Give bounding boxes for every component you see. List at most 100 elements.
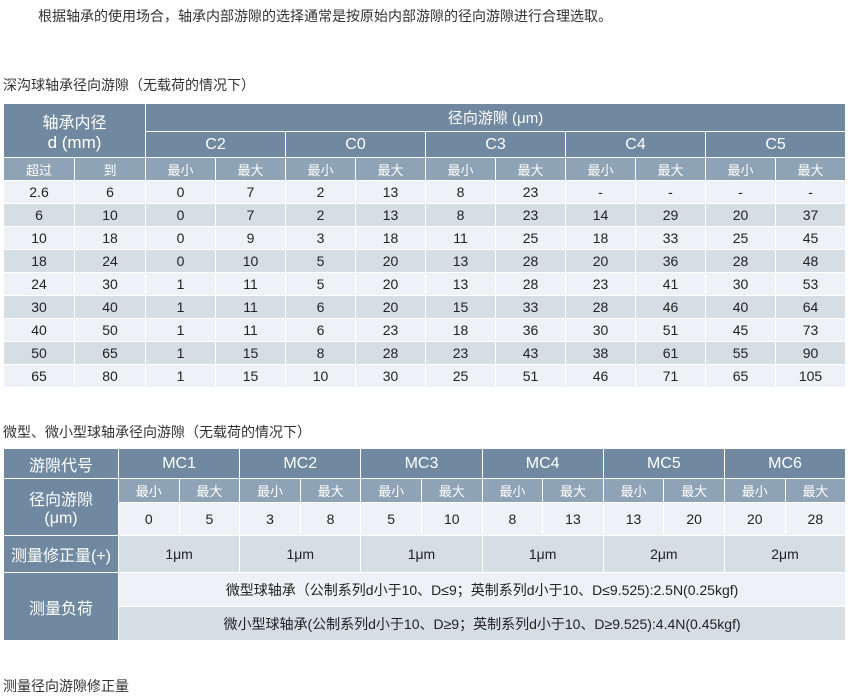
table-row: 2.6 6 0 7 2 13 8 23- - - - (3, 180, 847, 204)
table-cell: 11 (215, 318, 287, 342)
group-mc3: MC3 (360, 448, 483, 479)
group-mc4: MC4 (481, 448, 604, 479)
load-row: 微小型球轴承(公制系列d小于10、D≥9；英制系列d小于10、D≥9.525):… (4, 606, 847, 641)
table-cell: 51 (495, 364, 567, 388)
table-cell: 30 (705, 272, 777, 296)
table-cell: 11 (425, 226, 497, 250)
correction-label: 测量修正量(+) (3, 535, 119, 573)
table-cell: 90 (775, 341, 847, 365)
table-cell: 1 (145, 295, 217, 319)
group-c0: C0 (285, 131, 427, 158)
table-cell: 0 (145, 203, 217, 227)
min-header: 最小 (425, 157, 497, 181)
group-mc6: MC6 (723, 448, 847, 479)
table-cell: 6 (3, 203, 75, 227)
load-miniature: 微型球轴承（公制系列d小于10、D≤9；英制系列d小于10、D≤9.525):2… (117, 572, 847, 607)
table-cell: 10 (3, 226, 75, 250)
min-header: 最小 (481, 478, 544, 503)
max-header: 最大 (355, 157, 427, 181)
min-header: 最小 (360, 478, 422, 503)
group-c3: C3 (425, 131, 567, 158)
table-cell: 41 (635, 272, 707, 296)
table-cell: 10 (285, 364, 357, 388)
table-cell: 65 (3, 364, 75, 388)
table-cell: 1 (145, 272, 217, 296)
min-header: 最小 (705, 157, 777, 181)
table-cell: 33 (635, 226, 707, 250)
table-cell: 64 (775, 295, 847, 319)
load-small-miniature: 微小型球轴承(公制系列d小于10、D≥9；英制系列d小于10、D≥9.525):… (117, 606, 847, 641)
clearance-value: 28 (784, 502, 847, 536)
table-cell: 28 (355, 341, 427, 365)
table-cell: 28 (495, 272, 567, 296)
table-cell: 46 (565, 364, 637, 388)
table-cell: 10 (73, 203, 147, 227)
table-cell: 45 (775, 226, 847, 250)
clearance-value: 10 (420, 502, 483, 536)
table-cell: 18 (425, 318, 497, 342)
table-cell: 45 (705, 318, 777, 342)
table-cell: 25 (425, 364, 497, 388)
table-row: 24 30 1 11 5 20 13 28 23 41 30 53 (3, 272, 847, 296)
miniature-clearance-table: 游隙代号 MC1 MC2 MC3 MC4 MC5 MC6 径向游隙 (μm) 最小 最大 最小 最大 最小… (3, 448, 847, 641)
intro-text: 根据轴承的使用场合，轴承内部游隙的选择通常是按原始内部游隙的径向游隙进行合理选取… (38, 9, 612, 25)
table-cell: 11 (215, 295, 287, 319)
table-cell: 8 (425, 203, 497, 227)
table-cell: 23 (425, 341, 497, 365)
table-cell: 18 (355, 226, 427, 250)
table-cell: 15 (425, 295, 497, 319)
table-cell: 8 (425, 180, 497, 204)
table-cell: 73 (775, 318, 847, 342)
clearance-value: 5 (178, 502, 241, 536)
code-row: 游隙代号 MC1 MC2 MC3 MC4 MC5 MC6 (3, 448, 847, 479)
table-cell: 8 (285, 341, 357, 365)
table-cell: 7 (215, 180, 287, 204)
table-cell: 28 (705, 249, 777, 273)
table-cell: 28 (565, 295, 637, 319)
table-cell: 18 (565, 226, 637, 250)
table-cell: 30 (3, 295, 75, 319)
table-row: 10 18 0 9 3 18 11 25 18 33 25 45 (3, 226, 847, 250)
bore-header: 轴承内径 d (mm) (2, 103, 147, 158)
table-cell: 25 (705, 226, 777, 250)
table-cell: 50 (3, 341, 75, 365)
table-cell: 13 (425, 272, 497, 296)
table2-title: 微型、微小型球轴承径向游隙（无载荷的情况下） (3, 425, 311, 441)
max-header: 最大 (178, 478, 241, 503)
clearance-value: 20 (723, 502, 786, 536)
table-cell: 23 (495, 203, 567, 227)
clearance-unit: (μm) (44, 510, 78, 527)
table-cell: 37 (775, 203, 847, 227)
clearance-value: 13 (542, 502, 604, 536)
min-header: 最小 (285, 157, 357, 181)
group-c4: C4 (565, 131, 707, 158)
bore-label: 轴承内径 (42, 114, 107, 132)
table-cell: 18 (3, 249, 75, 273)
values-row: 0 5 3 8 5 10 8 13 13 20 20 28 (4, 502, 847, 536)
max-header: 最大 (784, 478, 847, 503)
group-row: C2 C0 C3 C4 C5 (4, 131, 847, 158)
min-header: 最小 (239, 478, 301, 503)
correction-value: 1μm (239, 535, 362, 573)
table-cell: 24 (3, 272, 75, 296)
table-cell: 36 (635, 249, 707, 273)
deep-groove-clearance-table: 轴承内径 d (mm) 径向游隙 (μm) C2 C0 C3 C4 C5 超过到最小 最大 最小 最大… (2, 103, 847, 388)
correction-value: 2μm (723, 535, 847, 573)
table-cell: 80 (73, 364, 147, 388)
table-cell: 6 (73, 180, 147, 204)
header-row: 轴承内径 d (mm) 径向游隙 (μm) (2, 103, 847, 158)
table-cell: 53 (775, 272, 847, 296)
clearance-value: 3 (239, 502, 301, 536)
clearance-value: 5 (360, 502, 422, 536)
table-cell: 6 (285, 295, 357, 319)
clearance-value: 8 (481, 502, 544, 536)
table-cell: 1 (145, 364, 217, 388)
table-cell: 10 (215, 249, 287, 273)
minmax-row: 径向游隙 (μm) 最小 最大 最小 最大 最小 最大 最小 最大 最小 最大 最小 最大 (3, 478, 847, 536)
table-cell: 65 (705, 364, 777, 388)
max-header: 最大 (215, 157, 287, 181)
table-cell: 65 (73, 341, 147, 365)
table-cell: 61 (635, 341, 707, 365)
table-row: 65 80 1 15 10 30 25 51 46 71 65 105 (3, 364, 847, 388)
table-row: 30 40 1 11 6 20 15 33 28 46 40 64 (3, 295, 847, 319)
